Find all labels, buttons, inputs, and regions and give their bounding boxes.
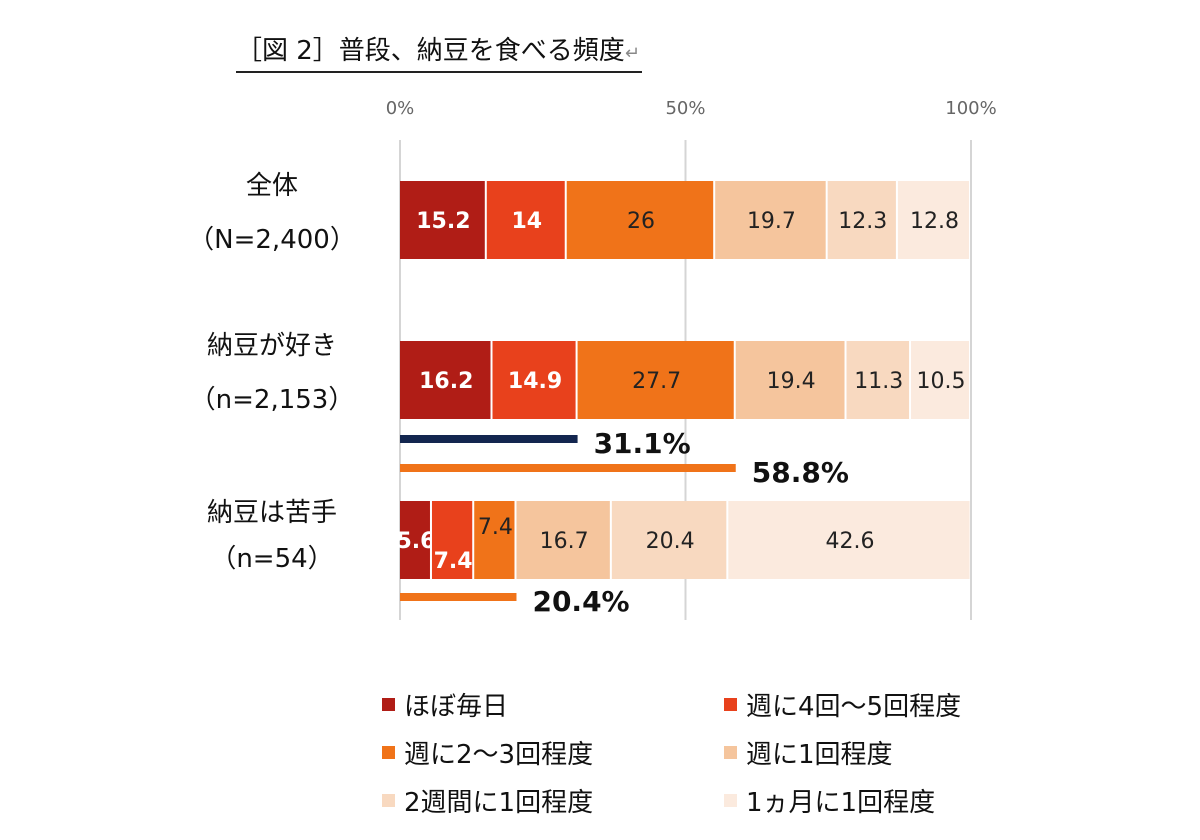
legend-label: 1ヵ月に1回程度 (746, 788, 936, 818)
legend-label: 週に2～3回程度 (404, 740, 594, 770)
data-label: 20.4 (646, 529, 695, 554)
data-label: 10.5 (917, 369, 966, 394)
data-label: 5.6 (396, 529, 435, 554)
data-label: 42.6 (825, 529, 874, 554)
bar-segment (566, 181, 714, 259)
data-label: 26 (627, 209, 655, 234)
category-label: 納豆が好き (207, 331, 337, 361)
data-label: 14 (511, 209, 542, 234)
data-label: 14.9 (508, 369, 562, 394)
bar-segment (577, 341, 734, 419)
legend-label: 週に1回程度 (746, 740, 893, 770)
bar-segment (486, 181, 565, 259)
x-tick-label: 0% (386, 98, 415, 119)
bar-segment (735, 341, 845, 419)
bar-segment (611, 501, 727, 579)
bar-segment (516, 501, 610, 579)
bar-segment (897, 181, 969, 259)
data-label: 12.8 (910, 209, 959, 234)
bar-segment (715, 181, 826, 259)
legend-item: 週に2～3回程度 (382, 734, 593, 771)
bar-segment (492, 341, 576, 419)
bar-segment (827, 181, 896, 259)
bar-segment (474, 501, 515, 579)
legend-label: 週に4回～5回程度 (746, 692, 962, 722)
data-label: 19.7 (747, 209, 796, 234)
category-n-label: （n=54） (210, 544, 333, 574)
legend-item: 1ヵ月に1回程度 (724, 782, 935, 819)
data-label: 15.2 (416, 209, 470, 234)
legend-swatch (724, 698, 737, 711)
bar-segment (728, 501, 970, 579)
category-label: 納豆は苦手 (207, 498, 337, 528)
data-label: 11.3 (854, 369, 903, 394)
legend-swatch (382, 746, 395, 759)
data-label: 27.7 (632, 369, 681, 394)
cumulative-marker-label: 58.8% (752, 456, 849, 489)
cumulative-marker-label: 20.4% (532, 585, 629, 618)
cumulative-marker-label: 31.1% (594, 427, 691, 460)
bar-segment (846, 341, 910, 419)
bar-segment (431, 501, 473, 579)
bar-segment (400, 181, 485, 259)
x-tick-label: 100% (945, 98, 996, 119)
chart-title-text: ［図 2］普段、納豆を食べる頻度 (236, 36, 625, 66)
legend-swatch (382, 698, 395, 711)
data-label: 7.4 (478, 515, 513, 540)
legend-swatch (382, 794, 395, 807)
data-label: 12.3 (838, 209, 887, 234)
category-label: 全体 (246, 171, 298, 201)
legend-item: ほぼ毎日 (382, 686, 508, 723)
legend-swatch (724, 746, 737, 759)
category-n-label: （n=2,153） (190, 385, 355, 415)
legend-label: ほぼ毎日 (404, 692, 509, 722)
stacked-bar-chart: 0% 50% 100% 全体 （N=2,400） 納豆が好き （n=2,153） 納豆は苦手 （… (188, 98, 997, 620)
data-label: 16.7 (540, 529, 589, 554)
data-label: 7.4 (434, 549, 473, 574)
legend-item: 週に4回～5回程度 (724, 686, 961, 723)
legend-item: 2週間に1回程度 (382, 782, 593, 819)
chart-title: ［図 2］普段、納豆を食べる頻度↵ (236, 30, 642, 73)
bar-segment (911, 341, 969, 419)
legend-swatch (724, 794, 737, 807)
data-label: 16.2 (419, 369, 473, 394)
bar-segment (400, 341, 491, 419)
return-mark-icon: ↵ (624, 43, 640, 64)
legend-label: 2週間に1回程度 (404, 788, 594, 818)
x-tick-label: 50% (665, 98, 705, 119)
data-label: 19.4 (767, 369, 816, 394)
category-n-label: （N=2,400） (188, 225, 356, 255)
bar-segment (400, 501, 430, 579)
legend-item: 週に1回程度 (724, 734, 893, 771)
